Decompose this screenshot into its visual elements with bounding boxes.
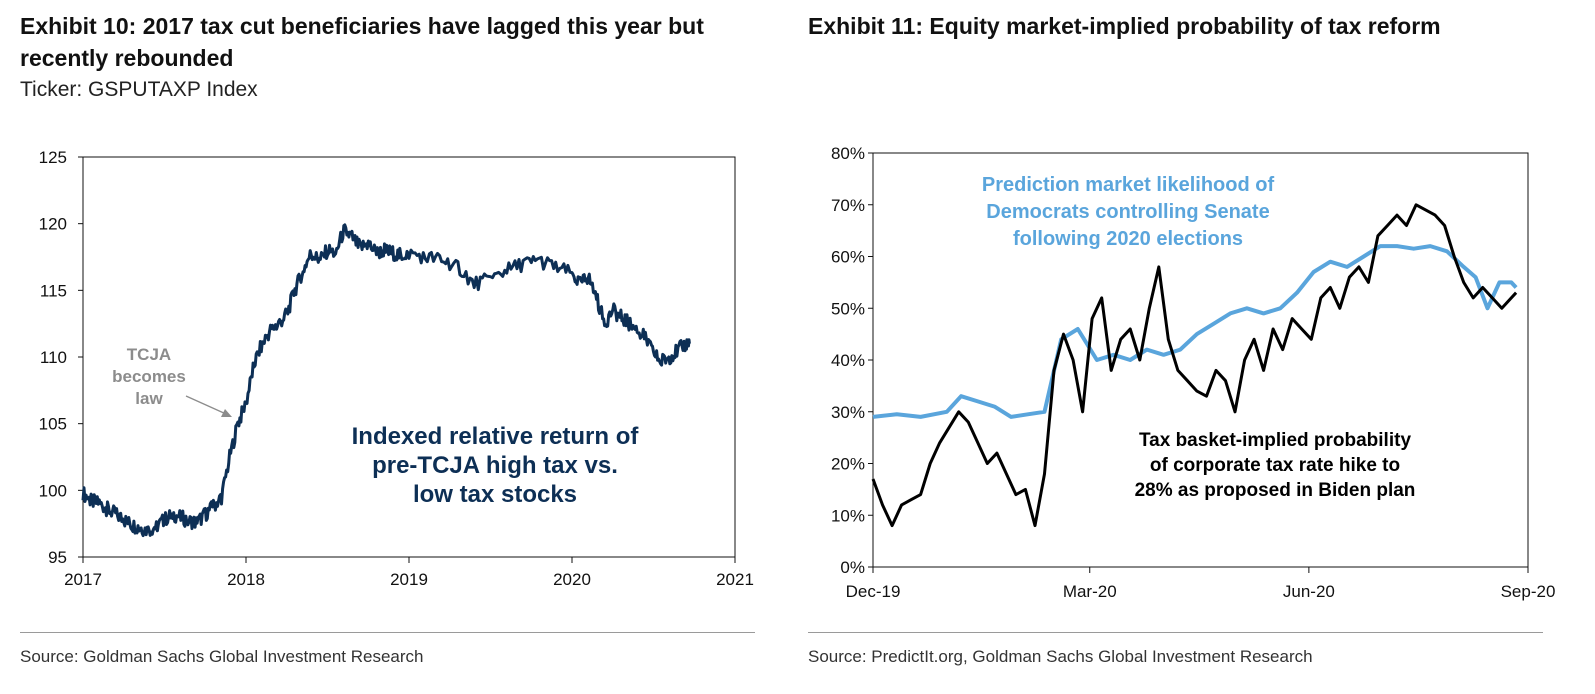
y-tick-label: 100 [39,481,67,500]
y-tick-label: 50% [831,299,865,318]
series-annotation-line: low tax stocks [413,481,577,508]
y-tick-label: 105 [39,415,67,434]
tax-basket-annotation-line: of corporate tax rate hike to [1150,455,1400,476]
x-tick-label: 2020 [553,570,591,589]
series-annotation-line: pre-TCJA high tax vs. [372,452,618,479]
y-tick-label: 70% [831,196,865,215]
y-tick-label: 110 [40,348,67,367]
exhibit-11-source: Source: PredictIt.org, Goldman Sachs Glo… [808,647,1313,666]
x-tick-label: Mar-20 [1063,582,1117,601]
series-line-senate-likelihood [872,244,1518,419]
y-tick-label: 0% [840,558,865,577]
y-tick-label: 60% [831,248,865,267]
tax-basket-annotation-line: Tax basket-implied probability [1139,430,1411,451]
exhibit-11-source-rule [808,632,1543,633]
y-tick-label: 115 [40,281,67,300]
exhibit-10-chart: 95 100 105 110 115 120 125 2017 2018 2019 2020 2021… [39,148,754,589]
y-tick-label: 20% [831,455,865,474]
x-tick-label: Sep-20 [1501,582,1556,601]
y-tick-label: 10% [831,506,865,525]
exhibit-10-subtitle: Ticker: GSPUTAXP Index [20,78,258,101]
x-tick-label: 2021 [716,570,754,589]
tcja-annotation-line: becomes [112,367,186,386]
x-tick-label: Dec-19 [846,582,901,601]
tcja-annotation-line: TCJA [127,345,171,364]
y-tick-label: 120 [39,215,67,234]
y-tick-label: 30% [831,403,865,422]
exhibit-10-panel: Exhibit 10: 2017 tax cut beneficiaries h… [0,0,790,694]
y-tick-label: 80% [831,144,865,163]
exhibit-11-panel: Exhibit 11: Equity market-implied probab… [808,0,1595,694]
y-tick-label: 125 [39,148,67,167]
tax-basket-annotation-line: 28% as proposed in Biden plan [1135,480,1416,501]
exhibit-11-title: Exhibit 11: Equity market-implied probab… [808,13,1441,39]
x-tick-label: Jun-20 [1283,582,1335,601]
exhibit-10-title: Exhibit 10: 2017 tax cut beneficiaries h… [20,13,704,71]
series-line-tax-hike-probability [871,203,1518,528]
series-line-high-vs-low-tax [81,223,691,538]
tcja-arrow-head [221,409,232,417]
exhibit-10-source-rule [20,632,755,633]
y-tick-label: 40% [831,351,865,370]
x-tick-label: 2017 [64,570,102,589]
tcja-arrow-shaft [185,395,227,415]
plot-frame [82,156,736,558]
exhibit-10-source: Source: Goldman Sachs Global Investment … [20,647,424,666]
series-annotation-line: Indexed relative return of [352,423,640,450]
y-tick-label: 95 [48,548,67,567]
senate-annotation-line: Democrats controlling Senate [986,201,1269,223]
senate-annotation-line: Prediction market likelihood of [982,174,1275,196]
x-tick-label: 2018 [227,570,265,589]
senate-annotation-line: following 2020 elections [1013,228,1243,250]
exhibit-11-chart: 0% 10% 20% 30% 40% 50% 60% 70% 80% Dec-19 Mar-20 Ju… [831,144,1556,601]
tcja-annotation-line: law [135,389,163,408]
x-tick-label: 2019 [390,570,428,589]
